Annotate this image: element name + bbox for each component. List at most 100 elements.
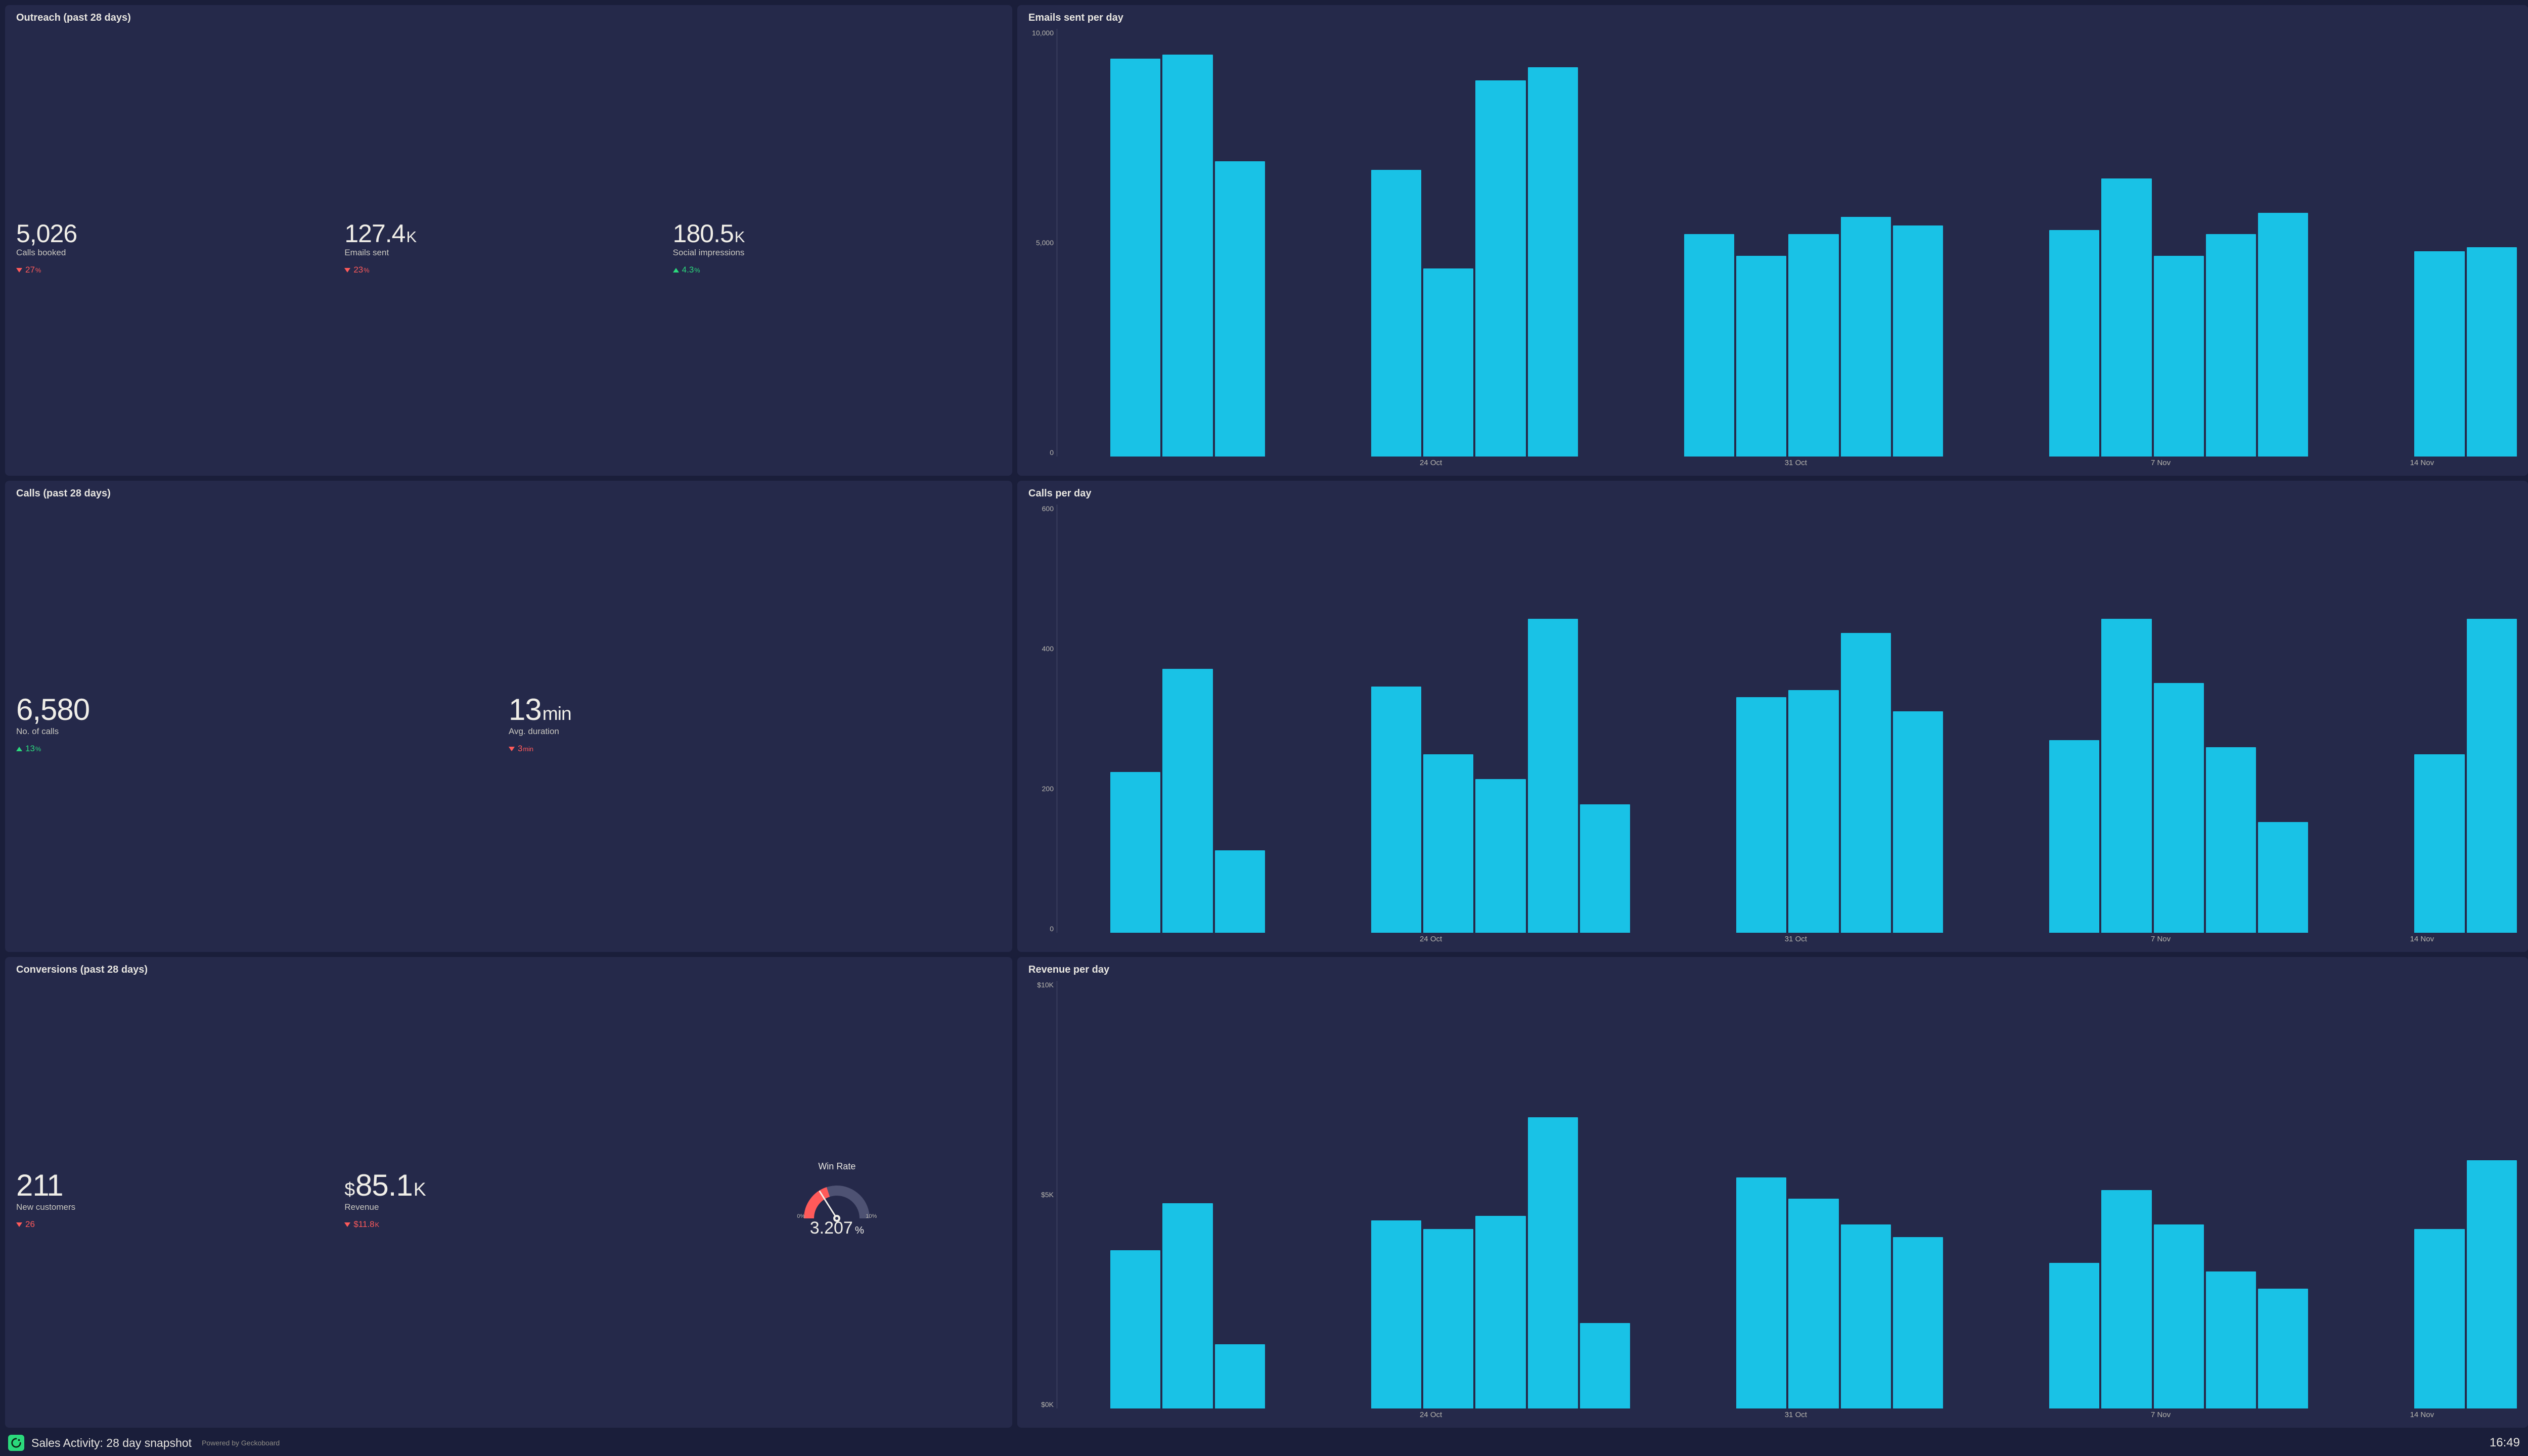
trend-down-icon bbox=[16, 268, 22, 272]
chart-bar bbox=[1162, 1203, 1212, 1408]
x-tick: 24 Oct bbox=[1420, 459, 1442, 467]
x-tick: 24 Oct bbox=[1420, 935, 1442, 943]
chart-bar bbox=[2101, 619, 2151, 933]
chart-bar bbox=[1528, 67, 1578, 457]
y-tick: 200 bbox=[1042, 785, 1054, 793]
metric: 5,026Calls booked 27% bbox=[16, 220, 344, 276]
y-tick: 0 bbox=[1050, 925, 1054, 933]
x-tick: 7 Nov bbox=[2151, 1410, 2171, 1419]
gauge-min: 0% bbox=[797, 1213, 805, 1219]
chart-bar bbox=[1423, 268, 1473, 457]
chart-bar bbox=[1841, 217, 1891, 457]
chart-bar bbox=[2206, 747, 2256, 933]
metric-value: $85.1K bbox=[344, 1169, 672, 1201]
chart-bar bbox=[2258, 1289, 2308, 1408]
dashboard: Outreach (past 28 days) 5,026Calls booke… bbox=[0, 0, 2528, 1456]
x-tick: 7 Nov bbox=[2151, 459, 2171, 467]
trend-up-icon bbox=[673, 268, 679, 272]
metric-delta: 23% bbox=[344, 265, 672, 275]
metric-label: Emails sent bbox=[344, 248, 672, 258]
metric: 6,580No. of calls13% bbox=[16, 694, 509, 754]
calls-chart-card: Calls per day 600400200024 Oct31 Oct7 No… bbox=[1017, 481, 2528, 951]
chart-bar bbox=[2414, 754, 2464, 933]
metric-label: No. of calls bbox=[16, 726, 509, 737]
calls-card: Calls (past 28 days) 6,580No. of calls13… bbox=[5, 481, 1012, 951]
emails-chart-card: Emails sent per day 10,0005,000024 Oct31… bbox=[1017, 5, 2528, 476]
chart-bar bbox=[2154, 1224, 2204, 1408]
metric-label: New customers bbox=[16, 1202, 344, 1212]
metric-value: 5,026 bbox=[16, 220, 344, 247]
metric-delta: 3min bbox=[509, 744, 1001, 754]
chart-bar bbox=[1736, 697, 1786, 932]
chart-bar bbox=[1893, 1237, 1943, 1408]
chart-bar bbox=[1736, 1177, 1786, 1408]
chart-bar bbox=[2467, 247, 2517, 457]
chart-bar bbox=[1788, 1199, 1838, 1408]
chart-bar bbox=[2258, 213, 2308, 457]
x-tick: 31 Oct bbox=[1785, 1410, 1807, 1419]
chart-bar bbox=[2049, 1263, 2099, 1408]
revenue-chart: $10K$5K$0K24 Oct31 Oct7 Nov14 Nov bbox=[1028, 981, 2517, 1421]
metric-value: 180.5K bbox=[673, 220, 1001, 247]
metric-label: Avg. duration bbox=[509, 726, 1001, 737]
chart-bar bbox=[1423, 1229, 1473, 1408]
chart-bar bbox=[1215, 1344, 1265, 1408]
x-tick: 14 Nov bbox=[2410, 935, 2434, 943]
chart-bar bbox=[1475, 779, 1525, 932]
chart-bar bbox=[1371, 170, 1421, 457]
chart-bar bbox=[1215, 161, 1265, 457]
outreach-card: Outreach (past 28 days) 5,026Calls booke… bbox=[5, 5, 1012, 476]
emails-chart: 10,0005,000024 Oct31 Oct7 Nov14 Nov bbox=[1028, 29, 2517, 469]
metric: 211New customers 26 bbox=[16, 1169, 344, 1230]
conversions-title: Conversions (past 28 days) bbox=[16, 964, 1001, 976]
y-tick: 600 bbox=[1042, 505, 1054, 513]
revenue-chart-card: Revenue per day $10K$5K$0K24 Oct31 Oct7 … bbox=[1017, 957, 2528, 1428]
metric: 180.5KSocial impressions 4.3% bbox=[673, 220, 1001, 276]
chart-plot bbox=[1057, 29, 2517, 457]
footer-time: 16:49 bbox=[2490, 1436, 2520, 1450]
outreach-title: Outreach (past 28 days) bbox=[16, 12, 1001, 24]
x-axis: 24 Oct31 Oct7 Nov14 Nov bbox=[1057, 933, 2517, 945]
chart-bar bbox=[1162, 55, 1212, 457]
trend-up-icon bbox=[16, 747, 22, 751]
chart-bar bbox=[1162, 669, 1212, 933]
x-axis: 24 Oct31 Oct7 Nov14 Nov bbox=[1057, 457, 2517, 469]
chart-bar bbox=[2206, 1271, 2256, 1408]
footer-title: Sales Activity: 28 day snapshot bbox=[31, 1436, 192, 1450]
footer-powered: Powered by Geckoboard bbox=[202, 1439, 280, 1447]
chart-bar bbox=[1110, 59, 1160, 457]
chart-bar bbox=[1736, 256, 1786, 457]
metric-label: Calls booked bbox=[16, 248, 344, 258]
chart-bar bbox=[1788, 690, 1838, 933]
metric-label: Social impressions bbox=[673, 248, 1001, 258]
chart-bar bbox=[1371, 687, 1421, 933]
x-axis: 24 Oct31 Oct7 Nov14 Nov bbox=[1057, 1408, 2517, 1421]
y-tick: $0K bbox=[1041, 1400, 1054, 1408]
metric-label: Revenue bbox=[344, 1202, 672, 1212]
chart-bar bbox=[2101, 1190, 2151, 1408]
x-tick: 24 Oct bbox=[1420, 1410, 1442, 1419]
y-tick: 0 bbox=[1050, 448, 1054, 457]
chart-bar bbox=[1371, 1220, 1421, 1408]
chart-bar bbox=[1893, 225, 1943, 457]
chart-bar bbox=[1110, 772, 1160, 932]
chart-bar bbox=[1423, 754, 1473, 933]
metric-delta: $11.8K bbox=[344, 1219, 672, 1230]
chart-bar bbox=[1841, 1224, 1891, 1408]
y-tick: $5K bbox=[1041, 1191, 1054, 1199]
conversions-card: Conversions (past 28 days) 211New custom… bbox=[5, 957, 1012, 1428]
y-tick: 5,000 bbox=[1036, 239, 1054, 247]
chart-plot bbox=[1057, 505, 2517, 932]
chart-bar bbox=[2206, 234, 2256, 457]
metric-delta: 27% bbox=[16, 265, 344, 275]
chart-bar bbox=[2258, 822, 2308, 933]
chart-bar bbox=[2414, 1229, 2464, 1408]
metric-delta: 4.3% bbox=[673, 265, 1001, 275]
conversions-metrics: 211New customers26$85.1KRevenue$11.8K Wi… bbox=[16, 979, 1001, 1421]
chart-bar bbox=[2467, 1160, 2517, 1408]
metric-delta: 26 bbox=[16, 1219, 344, 1230]
metric-value: 211 bbox=[16, 1169, 344, 1201]
emails-chart-title: Emails sent per day bbox=[1028, 12, 2517, 24]
x-tick: 7 Nov bbox=[2151, 935, 2171, 943]
chart-bar bbox=[1110, 1250, 1160, 1408]
